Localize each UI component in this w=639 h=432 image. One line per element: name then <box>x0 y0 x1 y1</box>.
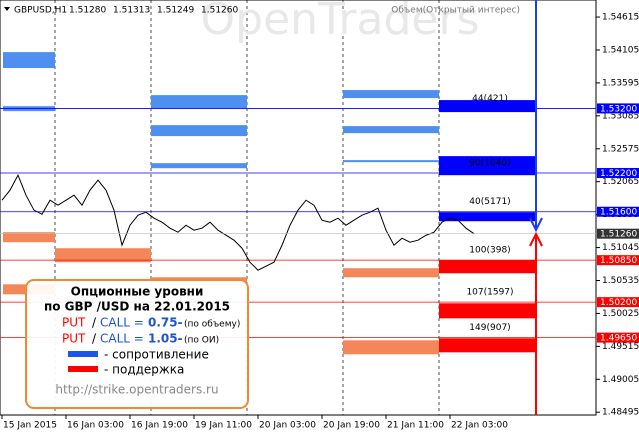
option-zone <box>343 126 439 134</box>
close: 1.51260 <box>201 6 238 16</box>
y-tick-label: 1.49515 <box>602 342 639 352</box>
x-tick-label: 16 Jan 19:00 <box>131 421 188 431</box>
level-price-label: 1.50850 <box>600 256 637 266</box>
resistance-label: - сопротивление <box>104 348 209 362</box>
option-zone <box>151 95 247 109</box>
option-zone <box>343 268 439 278</box>
url: http://strike.opentraders.ru <box>55 383 218 397</box>
box-subtitle: по GBP /USD на 22.01.2015 <box>44 300 230 314</box>
call: CALL = <box>100 316 144 330</box>
y-tick-label: 1.54615 <box>602 13 639 23</box>
current-price-box <box>597 228 639 239</box>
put: PUT <box>62 332 86 346</box>
current-price-label: 1.51260 <box>600 230 637 240</box>
y-tick-label: 1.54105 <box>602 45 639 55</box>
resistance-swatch <box>68 351 98 357</box>
level-price-label: 1.53200 <box>600 104 637 114</box>
ratio-volume: 0.75- <box>148 316 183 330</box>
note-volume: (по объему) <box>184 320 240 330</box>
level-price-label: 1.50200 <box>600 298 637 308</box>
box-title: Опционные уровни <box>71 285 204 299</box>
y-tick-label: 1.52575 <box>602 144 639 154</box>
option-zone <box>151 125 247 137</box>
option-zone <box>343 90 439 99</box>
option-zone <box>55 248 151 263</box>
level-price-box <box>597 332 639 343</box>
x-tick-label: 22 Jan 03:00 <box>451 421 508 431</box>
option-zone <box>439 212 536 222</box>
level-text: 100(398) <box>469 246 510 256</box>
level-price-box <box>597 103 639 114</box>
x-tick-label: 19 Jan 11:00 <box>195 421 252 431</box>
option-zone <box>439 156 536 176</box>
low: 1.51249 <box>157 6 194 16</box>
indicator-name: Объем(Открытый интерес) <box>391 6 520 16</box>
option-zone <box>3 232 55 243</box>
x-tick-label: 21 Jan 11:00 <box>387 421 444 431</box>
level-text: 40(5171) <box>469 197 510 207</box>
option-zone <box>439 100 536 113</box>
level-text: 149(907) <box>469 323 510 333</box>
y-tick-label: 1.51045 <box>602 243 639 253</box>
level-price-label: 1.52200 <box>600 169 637 179</box>
info-box: Опционные уровни по GBP /USD на 22.01.20… <box>25 279 249 409</box>
x-tick-label: 15 Jan 2015 <box>3 421 57 431</box>
slash: / <box>92 332 97 346</box>
y-tick-label: 1.49005 <box>602 375 639 385</box>
watermark: OpenTraders <box>201 0 480 45</box>
option-zone <box>151 163 247 169</box>
x-tick-label: 16 Jan 03:00 <box>67 421 124 431</box>
option-zone <box>3 52 55 69</box>
plot: 44(421) 90(1040) 40(5171) 100(398) 107(1597)… <box>0 0 600 415</box>
symbol: GBPUSD,H1 <box>14 6 67 16</box>
support-arrow-head <box>529 231 543 247</box>
y-tick-label: 1.50535 <box>602 276 639 286</box>
menu-icon <box>4 7 10 11</box>
y-tick-label: 1.50025 <box>602 309 639 319</box>
level-text: 90(1040) <box>469 158 510 168</box>
open: 1.51280 <box>69 6 106 16</box>
level-price-label: 1.51600 <box>600 208 637 218</box>
option-zone <box>343 160 439 163</box>
level-price-label: 1.49650 <box>600 334 637 344</box>
option-zone <box>439 338 536 353</box>
support-label: - поддержка <box>104 363 184 377</box>
call: CALL = <box>100 332 144 346</box>
support-swatch <box>68 366 98 372</box>
level-text: 107(1597) <box>466 288 513 298</box>
y-tick-label: 1.48495 <box>602 408 639 418</box>
resistance-arrow-head <box>529 217 543 233</box>
price-line <box>1 173 475 271</box>
level-price-box <box>597 206 639 217</box>
level-text: 44(421) <box>472 94 508 104</box>
high: 1.51313 <box>113 6 150 16</box>
slash: / <box>92 316 97 330</box>
y-tick-label: 1.52065 <box>602 177 639 187</box>
level-price-box <box>597 167 639 178</box>
option-zone <box>343 340 439 355</box>
y-tick-label: 1.53085 <box>602 111 639 121</box>
level-price-box <box>597 297 639 308</box>
x-tick-label: 20 Jan 19:00 <box>323 421 380 431</box>
option-zone <box>439 260 536 274</box>
note-oi: (по ОИ) <box>184 336 219 346</box>
ratio-oi: 1.05- <box>148 332 183 346</box>
put: PUT <box>62 316 86 330</box>
y-tick-label: 1.53595 <box>602 78 639 88</box>
x-tick-label: 20 Jan 03:00 <box>259 421 316 431</box>
level-price-box <box>597 255 639 266</box>
option-zone <box>439 303 536 319</box>
